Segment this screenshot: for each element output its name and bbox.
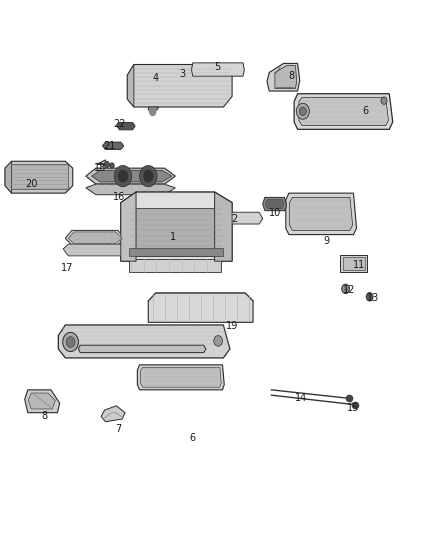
Circle shape bbox=[143, 169, 153, 182]
Polygon shape bbox=[121, 192, 136, 261]
Polygon shape bbox=[127, 64, 232, 107]
Polygon shape bbox=[86, 184, 175, 195]
Circle shape bbox=[299, 107, 306, 116]
Circle shape bbox=[140, 165, 157, 187]
Circle shape bbox=[296, 103, 309, 119]
Polygon shape bbox=[294, 94, 393, 130]
Polygon shape bbox=[148, 293, 253, 322]
Text: 10: 10 bbox=[269, 208, 281, 218]
Polygon shape bbox=[92, 170, 172, 182]
Polygon shape bbox=[101, 406, 125, 422]
Text: 6: 6 bbox=[362, 106, 368, 116]
Polygon shape bbox=[138, 365, 224, 390]
Text: 6: 6 bbox=[190, 433, 196, 443]
Circle shape bbox=[381, 97, 387, 104]
Polygon shape bbox=[5, 161, 12, 193]
Polygon shape bbox=[58, 325, 230, 358]
Polygon shape bbox=[68, 232, 122, 244]
Polygon shape bbox=[210, 212, 263, 224]
Polygon shape bbox=[148, 293, 253, 309]
Text: 20: 20 bbox=[25, 179, 37, 189]
Text: 11: 11 bbox=[353, 261, 365, 270]
Polygon shape bbox=[141, 368, 221, 387]
Text: 8: 8 bbox=[41, 411, 47, 422]
Polygon shape bbox=[275, 66, 297, 88]
Polygon shape bbox=[267, 63, 300, 91]
Text: 21: 21 bbox=[103, 141, 115, 151]
Polygon shape bbox=[263, 197, 287, 211]
Polygon shape bbox=[148, 107, 159, 110]
Text: 15: 15 bbox=[347, 403, 360, 414]
Text: 1: 1 bbox=[170, 232, 176, 243]
Text: 9: 9 bbox=[323, 236, 329, 246]
Polygon shape bbox=[343, 257, 365, 270]
Circle shape bbox=[214, 336, 223, 346]
Polygon shape bbox=[299, 98, 389, 126]
Polygon shape bbox=[215, 192, 232, 261]
Text: 4: 4 bbox=[152, 73, 159, 83]
Polygon shape bbox=[117, 123, 135, 130]
Circle shape bbox=[342, 284, 350, 294]
Polygon shape bbox=[63, 244, 127, 256]
Polygon shape bbox=[130, 208, 223, 256]
Polygon shape bbox=[127, 64, 134, 107]
Polygon shape bbox=[5, 161, 73, 193]
Polygon shape bbox=[121, 192, 232, 261]
Text: 5: 5 bbox=[214, 62, 220, 72]
Text: 7: 7 bbox=[116, 424, 122, 434]
Polygon shape bbox=[65, 230, 125, 245]
Circle shape bbox=[104, 161, 110, 167]
Polygon shape bbox=[130, 259, 221, 272]
Text: 17: 17 bbox=[61, 263, 73, 272]
Text: 8: 8 bbox=[288, 71, 294, 81]
Text: 12: 12 bbox=[343, 286, 355, 295]
Circle shape bbox=[66, 337, 75, 348]
Text: 14: 14 bbox=[295, 393, 307, 403]
Polygon shape bbox=[265, 199, 284, 208]
Polygon shape bbox=[102, 142, 124, 150]
Polygon shape bbox=[286, 193, 357, 235]
Polygon shape bbox=[130, 248, 223, 256]
Polygon shape bbox=[121, 192, 232, 213]
Polygon shape bbox=[78, 345, 206, 353]
Text: 3: 3 bbox=[179, 69, 185, 79]
Text: 2: 2 bbox=[231, 214, 237, 224]
Polygon shape bbox=[28, 393, 55, 409]
Polygon shape bbox=[86, 168, 175, 184]
Circle shape bbox=[150, 108, 155, 116]
Polygon shape bbox=[340, 255, 367, 272]
Circle shape bbox=[114, 165, 132, 187]
Circle shape bbox=[366, 293, 373, 301]
Polygon shape bbox=[191, 63, 244, 76]
Text: 22: 22 bbox=[113, 119, 126, 129]
Text: 19: 19 bbox=[226, 321, 238, 331]
Polygon shape bbox=[289, 197, 353, 230]
Polygon shape bbox=[25, 390, 60, 413]
Text: 13: 13 bbox=[367, 293, 379, 303]
Text: 18: 18 bbox=[94, 163, 106, 173]
Circle shape bbox=[118, 169, 128, 182]
Circle shape bbox=[110, 163, 114, 168]
Polygon shape bbox=[10, 165, 68, 189]
Circle shape bbox=[63, 333, 78, 352]
Text: 16: 16 bbox=[113, 192, 125, 203]
